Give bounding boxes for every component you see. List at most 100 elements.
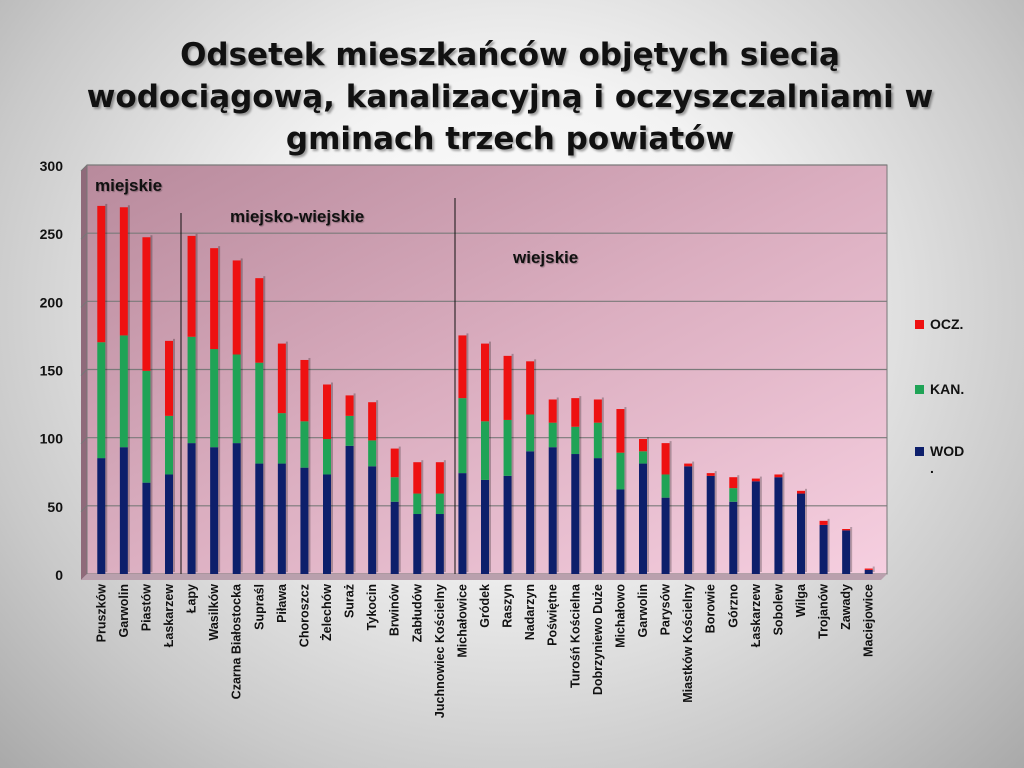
bar-segment xyxy=(323,384,331,440)
x-tick-label: Wasilków xyxy=(207,584,221,641)
bar-segment-shade xyxy=(647,437,649,450)
bar-segment xyxy=(345,415,354,446)
bar-segment-shade xyxy=(331,437,333,473)
legend-label: OCZ. xyxy=(930,316,964,332)
bar-segment-shade xyxy=(556,420,559,446)
bar-segment xyxy=(526,361,535,415)
bar-segment-shade xyxy=(376,464,379,572)
x-tick-label: Trojanów xyxy=(817,584,831,639)
bar-segment xyxy=(526,414,535,452)
bar-segment-shade xyxy=(759,476,762,480)
bar-segment xyxy=(277,463,286,574)
legend-swatch xyxy=(915,320,924,329)
x-tick-label: Dobrzyniewo Duże xyxy=(591,584,605,695)
bar-segment xyxy=(210,248,219,350)
x-tick-label: Zabłudów xyxy=(410,584,424,643)
bar-segment-shade xyxy=(872,566,875,568)
legend-item: WOD . xyxy=(915,443,1000,477)
bar-segment-shade xyxy=(534,412,537,450)
x-tick-label: Michałowo xyxy=(613,584,627,648)
bar-segment xyxy=(458,398,467,474)
bar-segment xyxy=(119,207,128,336)
bar-segment xyxy=(481,421,489,480)
bar-segment-shade xyxy=(714,473,717,572)
bar-segment xyxy=(97,342,106,459)
bar-segment-shade xyxy=(173,413,175,473)
bar-segment xyxy=(368,402,377,441)
bar-segment-shade xyxy=(692,464,695,572)
bar-segment xyxy=(435,514,444,574)
bar-segment-shade xyxy=(240,352,243,442)
bar-segment-shade xyxy=(759,479,762,572)
x-tick-label: Wilga xyxy=(794,583,808,617)
x-tick-label: Parysów xyxy=(659,584,673,636)
bar-segment xyxy=(413,514,422,574)
bar-segment xyxy=(210,447,219,574)
gridline-side xyxy=(80,437,88,445)
y-tick-label: 0 xyxy=(55,567,63,583)
bar-segment-shade xyxy=(782,475,785,572)
legend-label: KAN. xyxy=(930,381,965,397)
x-tick-label: Maciejowice xyxy=(862,584,876,657)
x-tick-label: Sobolew xyxy=(771,584,785,636)
x-tick-label: Juchnowiec Kościelny xyxy=(433,584,447,718)
bar-segment-shade xyxy=(398,475,401,500)
bar-segment-shade xyxy=(331,382,333,438)
legend-swatch xyxy=(915,385,924,394)
bar-segment xyxy=(548,447,557,574)
x-tick-label: Żelechów xyxy=(319,584,334,641)
bar-segment-shade xyxy=(737,499,740,572)
gridline-side xyxy=(80,369,88,376)
bar-segment-shade xyxy=(534,359,537,413)
bar-segment-shade xyxy=(827,518,830,523)
bar-segment-shade xyxy=(850,527,853,529)
bar-segment xyxy=(571,398,580,427)
bar-segment xyxy=(819,520,828,525)
bar-segment xyxy=(187,443,196,574)
bar-segment xyxy=(300,421,309,468)
bar-segment xyxy=(368,466,377,574)
bar-segment-shade xyxy=(173,472,175,572)
bar-segment xyxy=(345,395,354,416)
bar-segment xyxy=(368,440,377,467)
bar-segment-shade xyxy=(263,360,266,462)
bar-segment-shade xyxy=(105,203,108,341)
bar-segment xyxy=(165,415,173,475)
bar-segment-shade xyxy=(466,333,469,397)
plot-floor xyxy=(81,574,887,580)
x-tick-label: Nadarzyn xyxy=(523,584,537,640)
x-tick-label: Miastków Kościelny xyxy=(681,584,695,703)
bar-segment-shade xyxy=(195,233,198,335)
group-annotation: miejskie xyxy=(95,176,162,195)
bar-segment xyxy=(458,335,467,399)
legend-label: WOD . xyxy=(930,443,965,476)
bar-segment xyxy=(119,335,128,448)
bar-segment xyxy=(774,474,783,478)
bar-segment-shade xyxy=(240,258,243,353)
y-tick-label: 250 xyxy=(40,226,64,242)
bar-segment xyxy=(142,370,151,483)
group-annotation: miejsko-wiejskie xyxy=(230,207,364,226)
bar-segment-shade xyxy=(534,449,537,572)
bar-segment xyxy=(413,462,422,494)
x-tick-label: Turośń Kościelna xyxy=(568,583,582,688)
bar-segment xyxy=(503,475,512,574)
bar-segment-shade xyxy=(624,487,627,572)
bar-segment xyxy=(571,426,580,455)
x-tick-label: Piława xyxy=(275,583,289,623)
bar-segment xyxy=(661,474,670,498)
bar-segment-shade xyxy=(263,276,266,361)
group-annotation: wiejskie xyxy=(512,248,578,267)
bar-segment xyxy=(210,349,219,448)
y-tick-label: 100 xyxy=(40,431,64,447)
y-tick-label: 50 xyxy=(47,499,63,515)
x-tick-label: Pruszków xyxy=(94,584,108,643)
bar-segment xyxy=(165,474,173,574)
bar-segment xyxy=(390,448,399,478)
bar-segment xyxy=(593,422,602,459)
x-tick-label: Tykocin xyxy=(365,584,379,630)
bar-segment-shade xyxy=(308,419,311,466)
bar-segment-shade xyxy=(647,461,649,572)
x-tick-label: Choroszcz xyxy=(297,584,311,647)
bar-segment-shade xyxy=(105,340,108,457)
